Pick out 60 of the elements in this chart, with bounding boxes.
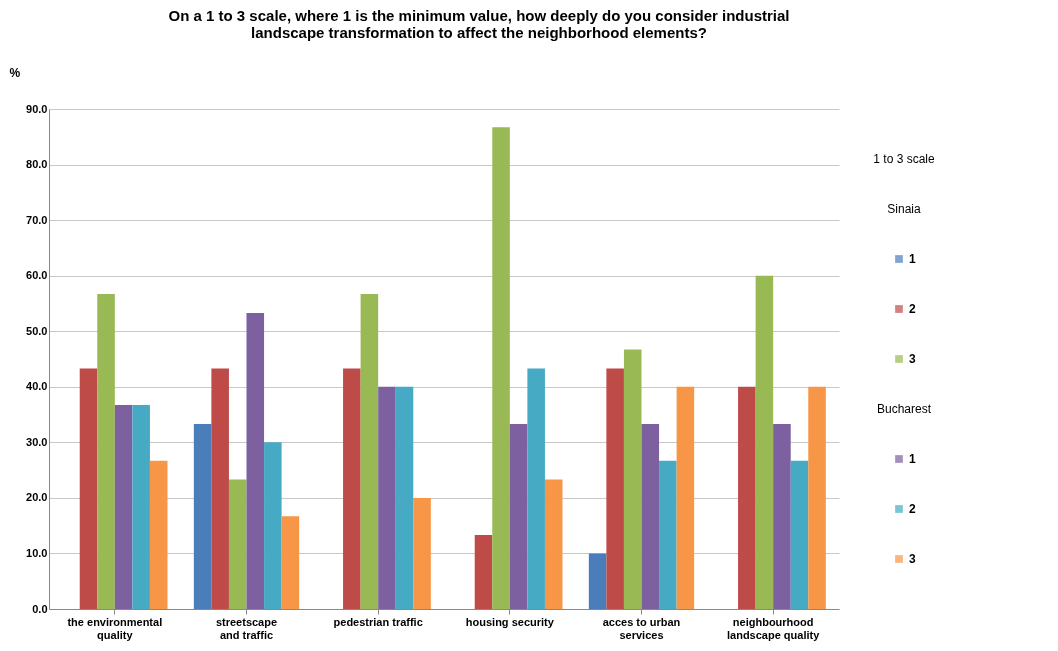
text: Sinaia [887, 202, 921, 216]
text: landscape transformation to affect the neighborhood elements? [251, 24, 707, 41]
x-tick-label: pedestrian traffic [333, 615, 423, 628]
bar [79, 368, 98, 609]
x-tick-label: the environmental quality [67, 615, 163, 641]
bar [588, 553, 607, 609]
y-tick-label: 80.0 [26, 158, 48, 171]
bar [623, 349, 642, 609]
x-tick-label: neighbourhood landscape quality [727, 615, 821, 641]
bar [474, 535, 493, 609]
bar [246, 312, 265, 609]
text: Bucharest [876, 402, 932, 416]
x-tick-label: housing security [465, 615, 555, 628]
x-tick-label: streetscape and traffic [215, 615, 278, 641]
bar [790, 460, 809, 609]
bar [544, 479, 563, 609]
y-tick-label: 90.0 [26, 102, 48, 115]
y-tick-label: 20.0 [26, 491, 48, 504]
legend-title: 1 to 3 scale [873, 152, 936, 166]
legend-label: 2 [909, 302, 916, 316]
bar [755, 275, 774, 609]
legend-label: 1 [909, 252, 916, 266]
bar [641, 424, 660, 609]
y-tick-label: 10.0 [26, 546, 48, 559]
text: On a 1 to 3 scale, where 1 is the minimum value, how deeply do you consider industrial [168, 7, 790, 24]
y-tick-label: 70.0 [26, 213, 48, 226]
bar [132, 405, 150, 609]
y-axis-title: % [9, 65, 21, 80]
bar [676, 386, 695, 609]
bar [492, 127, 510, 609]
bar [606, 368, 624, 609]
bar [413, 497, 431, 609]
bar [378, 386, 396, 609]
bar [659, 460, 677, 609]
bar [211, 368, 229, 609]
bar [228, 479, 247, 609]
bar [281, 516, 300, 609]
legend-label: 3 [909, 552, 916, 566]
bar [395, 386, 414, 609]
legend-label: 1 [909, 452, 916, 466]
bar [509, 424, 528, 609]
y-tick-label: 60.0 [26, 269, 48, 282]
bar [114, 405, 133, 609]
bar [773, 424, 791, 609]
bar [193, 424, 212, 609]
bar [527, 368, 545, 609]
y-tick-label: 0.0 [32, 602, 48, 615]
bar [149, 460, 168, 609]
bar [808, 386, 826, 609]
bar [343, 368, 361, 609]
legend-label: 3 [909, 352, 916, 366]
y-tick-label: 30.0 [26, 435, 48, 448]
y-tick-label: 40.0 [26, 380, 48, 393]
legend-label: 2 [909, 502, 916, 516]
bar [360, 294, 379, 609]
bar [264, 442, 282, 609]
bar [97, 294, 115, 609]
x-tick-label: acces to urban services [602, 615, 681, 641]
y-tick-label: 50.0 [26, 324, 48, 337]
bar [738, 386, 756, 609]
